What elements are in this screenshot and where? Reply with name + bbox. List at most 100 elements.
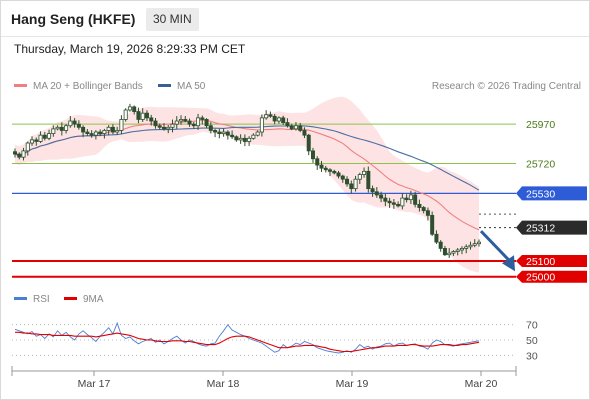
candle-body [268, 114, 273, 117]
legend-ma20-label: MA 20 + Bollinger Bands [33, 81, 143, 92]
candle-body [217, 131, 222, 134]
candle-body [345, 178, 350, 185]
candle-body [81, 126, 86, 133]
candle-body [476, 241, 481, 245]
candle-body [12, 151, 17, 155]
candle-body [127, 106, 132, 111]
legend-rsi-ma-label: 9MA [83, 294, 104, 305]
candle-body [106, 126, 111, 131]
candle-body [157, 125, 162, 128]
candle-body [391, 202, 396, 205]
candle-body [336, 172, 341, 177]
candle-body [230, 134, 235, 138]
level-label-25970: 25970 [526, 119, 555, 131]
level-badge-25000 [516, 270, 587, 283]
candle-body [59, 126, 64, 131]
candle-body [357, 174, 362, 180]
candle-body [319, 164, 324, 169]
candle-body [213, 130, 218, 133]
candle-body [72, 120, 77, 125]
candle-body [170, 123, 175, 128]
candle-body [370, 188, 375, 193]
candle-body [191, 123, 196, 127]
candle-body [464, 246, 469, 249]
candle-body [362, 170, 367, 175]
candle-body [242, 137, 247, 142]
x-tick-label-mar-19: Mar 19 [336, 378, 369, 390]
candles-group [12, 103, 481, 258]
rsi-ma-line [15, 331, 480, 353]
candle-body [85, 131, 90, 134]
candle-body [293, 125, 298, 130]
candle-body [472, 243, 477, 246]
level-label-25000: 25000 [526, 272, 555, 284]
candle-body [302, 130, 307, 136]
candle-body [221, 131, 226, 134]
candle-body [281, 117, 286, 123]
candle-body [64, 125, 69, 131]
candle-body [225, 131, 230, 136]
candle-body [161, 126, 166, 130]
candle-body [136, 111, 141, 120]
instrument-title: Hang Seng (HKFE) [11, 11, 136, 27]
candle-body [51, 128, 56, 134]
candle-body [42, 134, 47, 139]
candle-body [251, 134, 256, 139]
candle-body [144, 112, 149, 119]
candle-body [34, 139, 39, 142]
copyright-text: Research © 2026 Trading Central [431, 81, 581, 92]
candle-body [204, 119, 209, 127]
candle-body [387, 200, 392, 204]
candle-body [442, 248, 447, 256]
candle-body [421, 207, 426, 212]
candle-body [255, 131, 260, 136]
legend-rsi-label: RSI [33, 294, 50, 305]
candle-body [434, 233, 439, 243]
candle-body [55, 126, 60, 130]
candle-body [238, 137, 243, 141]
legend-ma50: MA 50 [158, 81, 205, 92]
level-label-25530: 25530 [526, 188, 555, 200]
candle-body [455, 249, 460, 252]
level-label-25100: 25100 [526, 256, 555, 268]
candle-body [123, 109, 128, 120]
rsi-swatch [14, 296, 27, 300]
candle-body [166, 126, 171, 130]
rsi-tick-70: 70 [526, 320, 538, 332]
candle-body [183, 119, 188, 122]
legend-ma20-bb: MA 20 + Bollinger Bands [14, 81, 143, 92]
candle-body [47, 133, 52, 139]
candle-body [310, 150, 315, 160]
candle-body [200, 117, 205, 120]
forecast-arrow-shaft [479, 230, 512, 263]
x-tick-label-mar-17: Mar 17 [78, 378, 111, 390]
candle-body [153, 120, 158, 127]
timeframe-badge[interactable]: 30 MIN [146, 8, 199, 31]
candle-body [276, 117, 281, 122]
candle-body [174, 120, 179, 125]
candle-body [366, 170, 371, 190]
candle-body [430, 214, 435, 235]
candle-body [25, 142, 30, 152]
candle-body [76, 123, 81, 128]
candle-body [468, 244, 473, 248]
candle-body [247, 137, 252, 142]
rsi-tick-50: 50 [526, 335, 538, 347]
timestamp: Thursday, March 19, 2026 8:29:33 PM CET [14, 42, 246, 56]
level-label-25720: 25720 [526, 158, 555, 170]
candle-body [264, 114, 269, 119]
candle-body [374, 191, 379, 196]
candle-body [187, 120, 192, 125]
level-badge-25312 [516, 220, 587, 235]
candle-body [208, 125, 213, 131]
candle-body [396, 203, 401, 207]
candle-body [404, 197, 409, 201]
ma20-swatch [14, 83, 27, 87]
candle-body [306, 134, 311, 152]
legend-rsi-ma: 9MA [64, 294, 104, 305]
rsi-tick-30: 30 [526, 350, 538, 362]
candle-body [451, 251, 456, 254]
candle-body [379, 194, 384, 199]
